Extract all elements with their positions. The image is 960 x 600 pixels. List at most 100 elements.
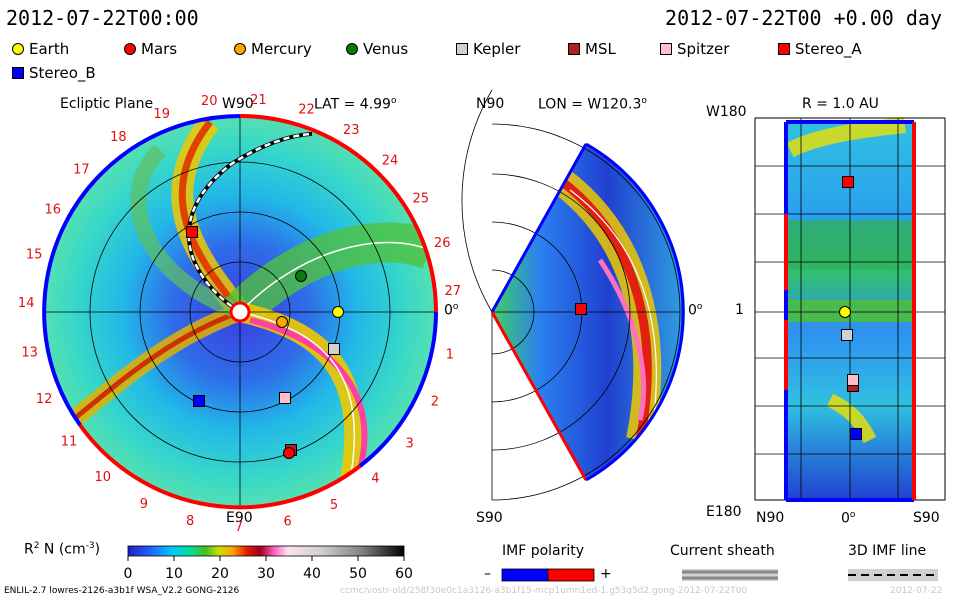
legend-item-msl: MSL	[568, 40, 616, 58]
carrington-number: 25	[413, 192, 430, 207]
ecliptic-title: Ecliptic Plane	[60, 96, 154, 112]
carrington-number: 21	[250, 93, 267, 108]
legend-label: MSL	[585, 40, 616, 58]
carrington-number: 18	[110, 130, 127, 145]
colorbar-label: R2 N (cm-3)	[24, 541, 101, 558]
kepler-position-marker	[841, 329, 853, 341]
colorbar-ticks: 0 10 20 30 40 50 60	[124, 556, 413, 582]
meridional-plot	[461, 89, 686, 501]
colorbar-tick-label: 20	[211, 566, 229, 582]
mercury-position-marker	[276, 316, 288, 328]
carrington-number: 24	[382, 153, 399, 168]
stereo-a-position-marker	[186, 226, 198, 238]
imf-line-swatch	[848, 569, 938, 581]
ecliptic-bottom-label: E90	[226, 510, 253, 526]
carrington-number: 3	[405, 437, 413, 452]
r-panel-x-mid: 0o	[841, 510, 856, 527]
spitzer-marker-icon	[660, 43, 672, 55]
carrington-number: 26	[434, 236, 451, 251]
legend-item-stereo-b: Stereo_B	[12, 64, 96, 82]
spitzer-position-marker	[847, 374, 859, 386]
imf-line-title: 3D IMF line	[848, 543, 927, 559]
colorbar-tick-label: 40	[303, 566, 321, 582]
stereo-a-position-marker	[842, 176, 854, 188]
header-left-time: 2012-07-22T00:00	[6, 6, 199, 30]
carrington-number: 20	[201, 94, 218, 109]
current-sheath-swatch	[682, 569, 778, 581]
earth-position-marker	[332, 306, 344, 318]
carrington-number: 7	[235, 520, 243, 535]
legend-label: Venus	[363, 40, 409, 58]
meridional-bottom-left: S90	[476, 510, 503, 526]
carrington-number: 23	[343, 123, 360, 138]
footer-left: ENLIL-2.7 lowres-2126-a3b1f WSA_V2.2 GON…	[4, 586, 240, 596]
carrington-number: 19	[153, 107, 170, 122]
ecliptic-right-label: 0o	[444, 302, 459, 319]
venus-position-marker	[295, 270, 307, 282]
carrington-number: 10	[95, 470, 112, 485]
r-panel-title: R = 1.0 AU	[802, 96, 879, 112]
carrington-number: 12	[36, 392, 53, 407]
legend-label: Earth	[29, 40, 70, 58]
carrington-number: 27	[445, 284, 462, 299]
meridional-right-label: 0o	[688, 302, 703, 319]
legend-item-earth: Earth	[12, 40, 69, 58]
colorbar-tick-label: 0	[124, 566, 133, 582]
mars-marker-icon	[124, 43, 136, 55]
carrington-number: 17	[73, 162, 90, 177]
legend-item-mars: Mars	[124, 40, 177, 58]
carrington-number: 15	[26, 248, 43, 263]
ecliptic-lat: LAT = 4.99o	[314, 96, 397, 113]
mercury-marker-icon	[234, 43, 246, 55]
carrington-number: 5	[330, 498, 338, 513]
kepler-marker-icon	[456, 43, 468, 55]
meridional-lon: LON = W120.3o	[538, 96, 647, 113]
legend-item-stereo-a: Stereo_A	[778, 40, 862, 58]
earth-marker-icon	[12, 43, 24, 55]
carrington-number: 16	[45, 202, 62, 217]
footer-date: 2012-07-22	[890, 586, 943, 596]
header-right-time: 2012-07-22T00 +0.00 day	[665, 6, 942, 30]
imf-polarity-minus: –	[484, 566, 491, 582]
imf-polarity-bar	[501, 568, 595, 582]
carrington-number: 6	[284, 515, 292, 530]
colorbar	[127, 545, 405, 557]
stereo_b-marker-icon	[12, 67, 24, 79]
ecliptic-plane-plot	[42, 114, 438, 510]
ecliptic-top-label: W90	[222, 96, 254, 112]
imf-polarity-plus: +	[600, 566, 612, 582]
legend-item-mercury: Mercury	[234, 40, 312, 58]
carrington-number: 11	[61, 435, 78, 450]
r-panel-top-left: W180	[706, 104, 747, 120]
r-panel-x-right: S90	[913, 510, 940, 526]
carrington-number: 14	[18, 296, 35, 311]
carrington-number: 4	[371, 472, 379, 487]
kepler-position-marker	[328, 343, 340, 355]
carrington-number: 13	[21, 345, 38, 360]
meridional-top-left: N90	[476, 96, 505, 112]
carrington-number: 2	[431, 394, 439, 409]
colorbar-tick-label: 10	[165, 566, 183, 582]
colorbar-tick-label: 30	[257, 566, 275, 582]
r-panel-x-left: N90	[756, 510, 785, 526]
stereo_a-marker-icon	[778, 43, 790, 55]
legend-label: Mercury	[251, 40, 312, 58]
r-panel-bottom-left: E180	[706, 504, 742, 520]
legend-label: Mars	[141, 40, 178, 58]
carrington-number: 9	[140, 497, 148, 512]
legend-label: Kepler	[473, 40, 521, 58]
earth-position-marker	[839, 306, 851, 318]
legend-label: Stereo_A	[795, 40, 862, 58]
stereo-a-position-marker	[575, 303, 587, 315]
venus-marker-icon	[346, 43, 358, 55]
legend-item-spitzer: Spitzer	[660, 40, 729, 58]
footer-right: ccmc/vostr-old/258f30e0c1a3126-a3b1f15-m…	[340, 586, 748, 596]
stereo-b-position-marker	[193, 395, 205, 407]
carrington-number: 1	[446, 348, 454, 363]
spitzer-position-marker	[279, 392, 291, 404]
legend-label: Stereo_B	[29, 64, 96, 82]
imf-polarity-title: IMF polarity	[502, 543, 585, 559]
current-sheath-title: Current sheath	[670, 543, 775, 559]
